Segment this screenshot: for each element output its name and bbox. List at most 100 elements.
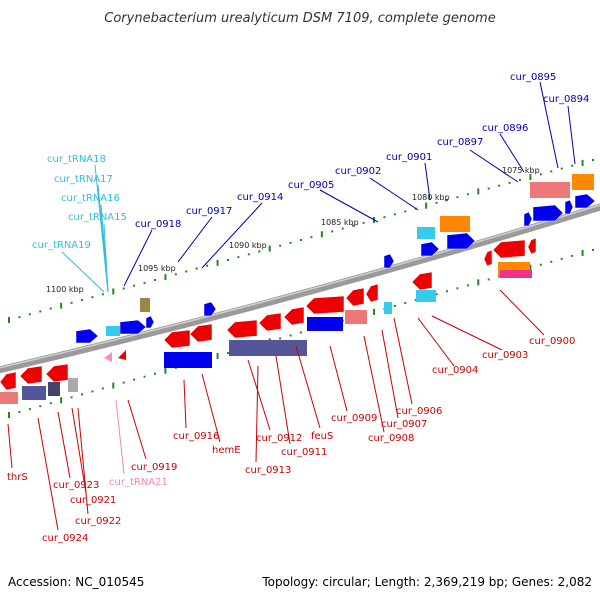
reverse-gene[interactable] — [411, 271, 433, 291]
leader-line — [363, 335, 385, 433]
gene-label[interactable]: cur_0902 — [335, 166, 381, 177]
leader-line — [201, 373, 221, 443]
gene-label[interactable]: cur_0916 — [173, 431, 219, 442]
gene-label[interactable]: cur_0907 — [381, 419, 427, 430]
gene-label[interactable]: cur_0897 — [437, 137, 483, 148]
gene-label[interactable]: cur_0912 — [256, 433, 302, 444]
gc-tick — [60, 397, 63, 404]
gc-tick — [185, 270, 188, 273]
trna-reverse[interactable] — [104, 352, 112, 362]
gene-label[interactable]: thrS — [7, 472, 28, 483]
gc-tick — [81, 299, 83, 301]
reverse-gene[interactable] — [345, 287, 365, 307]
reverse-gene[interactable] — [118, 350, 126, 360]
gene-label[interactable]: cur_0914 — [237, 192, 283, 203]
leader-line — [319, 189, 379, 223]
gene-label[interactable]: cur_0905 — [288, 180, 334, 191]
reverse-gene[interactable] — [189, 323, 213, 343]
forward-gene[interactable] — [574, 193, 596, 209]
reverse-gene[interactable] — [365, 283, 379, 303]
gene-label[interactable]: cur_0894 — [543, 94, 589, 105]
forward-gene[interactable] — [420, 241, 440, 257]
gc-tick — [60, 302, 63, 309]
gc-tick — [529, 174, 532, 181]
gene-label[interactable]: cur_0904 — [432, 365, 478, 376]
gene-tracks — [0, 174, 596, 404]
forward-gene[interactable] — [75, 328, 99, 344]
reverse-gene[interactable] — [45, 363, 69, 383]
leader-line — [7, 423, 13, 469]
gene-label[interactable]: cur_0906 — [396, 406, 442, 417]
gene-label[interactable]: cur_0903 — [482, 350, 528, 361]
leader-line — [275, 355, 291, 445]
gc-tick — [206, 264, 209, 267]
forward-gene[interactable] — [383, 253, 395, 269]
forward-gene[interactable] — [145, 315, 155, 329]
gc-tick — [216, 259, 219, 266]
gene-label[interactable]: hemE — [212, 445, 241, 456]
gene-label[interactable]: cur_tRNA17 — [54, 174, 113, 185]
gene-label[interactable]: cur_0911 — [281, 447, 327, 458]
gc-tick — [592, 249, 594, 251]
reverse-gene[interactable] — [19, 365, 43, 385]
gc-tick — [143, 281, 146, 284]
leader-line — [123, 229, 153, 287]
gene-label[interactable]: cur_0919 — [131, 462, 177, 473]
forward-gene[interactable] — [203, 301, 217, 317]
gene-label[interactable]: cur_tRNA15 — [68, 212, 127, 223]
gc-tick — [362, 221, 365, 224]
gene-label[interactable]: feuS — [311, 431, 333, 442]
gene-label[interactable]: cur_tRNA16 — [61, 193, 120, 204]
gc-tick — [383, 216, 386, 219]
reverse-gene[interactable] — [283, 306, 305, 326]
gene-label[interactable]: cur_0896 — [482, 123, 528, 134]
gc-tick — [247, 253, 250, 256]
leader-line — [177, 216, 213, 263]
gene-label[interactable]: cur_0923 — [53, 480, 99, 491]
gene-label[interactable]: cur_tRNA21 — [109, 477, 168, 488]
forward-gene[interactable] — [532, 204, 564, 222]
reverse-gene[interactable] — [492, 239, 526, 259]
reverse-gene[interactable] — [483, 249, 493, 267]
leader-line — [61, 251, 105, 293]
gene-label[interactable]: cur_0922 — [75, 516, 121, 527]
leader-line — [381, 329, 399, 419]
reverse-gene[interactable] — [527, 237, 537, 255]
gc-tick — [18, 316, 21, 319]
leader-line — [255, 365, 259, 463]
gc-tick — [91, 296, 94, 299]
forward-gene[interactable] — [564, 199, 574, 215]
gc-tick — [477, 188, 480, 195]
gene-label[interactable]: cur_0918 — [135, 219, 181, 230]
forward-gene[interactable] — [446, 232, 476, 250]
reverse-gene[interactable] — [305, 295, 345, 315]
reverse-gene[interactable] — [163, 329, 191, 349]
gene-label[interactable]: cur_0924 — [42, 533, 88, 544]
forward-gene[interactable] — [523, 211, 533, 227]
gc-tick — [435, 201, 438, 204]
gene-label[interactable]: cur_0917 — [186, 206, 232, 217]
gene-label[interactable]: cur_0895 — [510, 72, 556, 83]
gc-tick — [446, 199, 448, 201]
cog-category-box — [229, 340, 307, 356]
gc-tick — [8, 317, 10, 323]
leader-line — [417, 317, 455, 367]
gc-tick — [91, 390, 94, 393]
reverse-gene[interactable] — [0, 371, 17, 391]
reverse-gene[interactable] — [258, 312, 282, 332]
gene-label[interactable]: cur_tRNA18 — [47, 154, 106, 165]
gene-label[interactable]: cur_0901 — [386, 152, 432, 163]
leader-line — [247, 359, 271, 431]
gene-label[interactable]: cur_0909 — [331, 413, 377, 424]
gene-label[interactable]: cur_0913 — [245, 465, 291, 476]
gc-tick — [300, 239, 302, 241]
cog-category-box — [572, 174, 594, 190]
gene-label[interactable]: cur_0900 — [529, 336, 575, 347]
gc-tick — [279, 244, 282, 247]
gc-tick — [310, 236, 313, 239]
gene-label[interactable]: cur_tRNA19 — [32, 240, 91, 251]
gene-label[interactable]: cur_0908 — [368, 433, 414, 444]
reverse-gene[interactable] — [226, 319, 258, 339]
gene-label[interactable]: cur_0921 — [70, 495, 116, 506]
leader-line — [57, 411, 71, 479]
